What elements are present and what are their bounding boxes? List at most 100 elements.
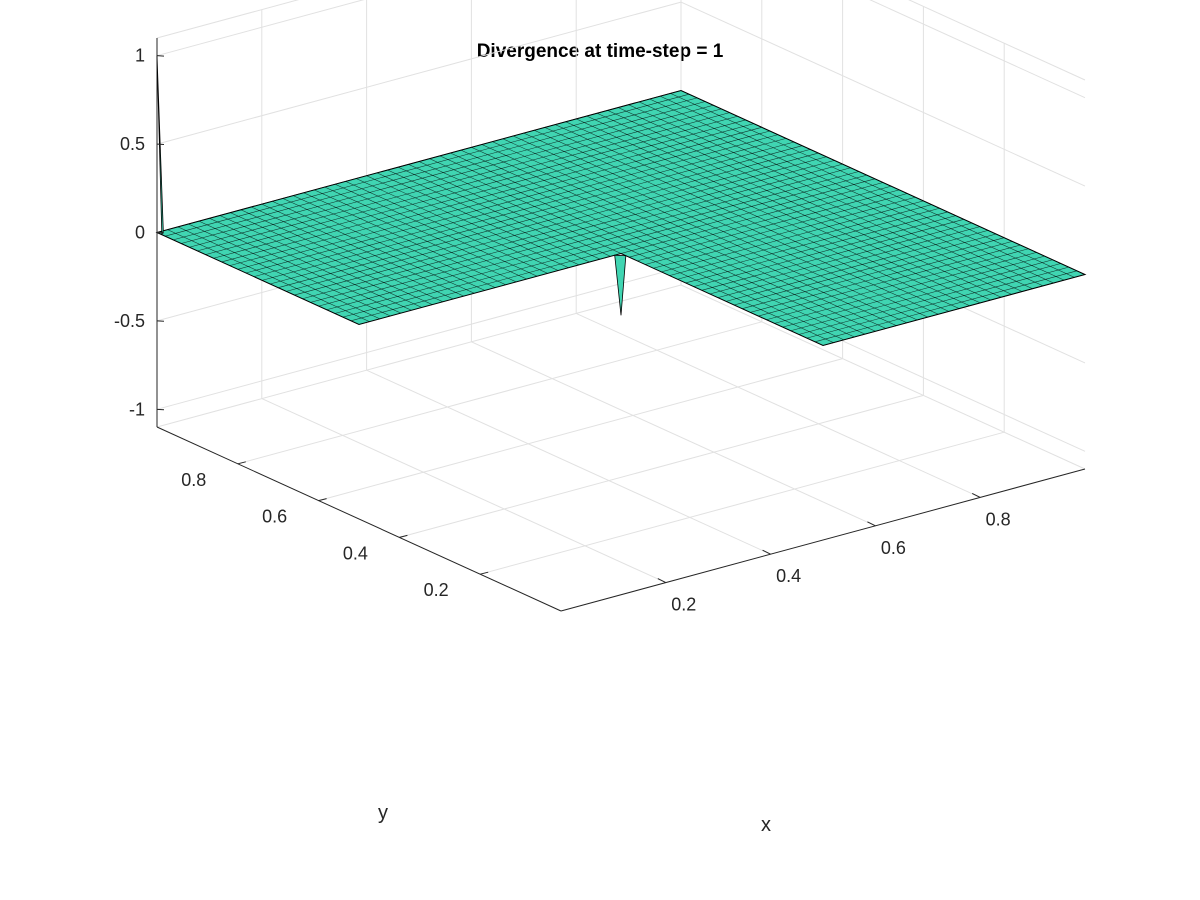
- mesh-line-x-6: [219, 215, 422, 308]
- mesh-line-y-22: [645, 193, 908, 265]
- mesh-line-x-28: [450, 152, 855, 338]
- mesh-line-x-36: [534, 130, 939, 315]
- z-tick-label--0.5: -0.5: [114, 311, 145, 331]
- mesh-line-y-49: [165, 93, 690, 237]
- mesh-line-y-34: [286, 149, 811, 292]
- grid-line-backx-z-0.5: [680, 1, 1086, 187]
- mesh-line-x-1: [167, 229, 370, 322]
- mesh-line-y-40: [237, 127, 762, 270]
- mesh-line-y-8: [758, 244, 1021, 317]
- mesh-line-y-24: [629, 185, 892, 258]
- grid-line-backx-z-1: [869, 0, 1086, 99]
- mesh-line-y-48: [173, 97, 698, 241]
- mesh-line-y-38: [253, 134, 779, 277]
- y-tick-label-0.2: 0.2: [424, 580, 449, 600]
- mesh-line-x-11: [272, 201, 475, 294]
- mesh-line-x-25: [418, 161, 622, 254]
- grid-line-floor-y-0.6: [318, 358, 843, 502]
- y-tick-mark-0.2: [480, 571, 489, 575]
- mesh-line-y-46: [189, 104, 714, 248]
- mesh-line-y-27: [342, 174, 867, 318]
- mesh-line-y-31: [310, 160, 835, 303]
- box-edge-top-y: [156, 0, 300, 39]
- mesh-line-x-48: [659, 95, 1065, 281]
- mesh-line-x-31: [481, 144, 886, 329]
- x-tick-label-0.4: 0.4: [776, 566, 801, 586]
- mesh-line-x-23: [397, 166, 601, 260]
- surface-layer: [155, 55, 1087, 347]
- mesh-line-y-30: [318, 163, 843, 307]
- mesh-line-x-17: [335, 183, 538, 277]
- mesh-line-x-41: [586, 115, 991, 301]
- grid-line-floor-x-0.6: [471, 341, 876, 527]
- mesh-line-y-14: [709, 222, 972, 295]
- mesh-line-x-38: [555, 124, 960, 309]
- mesh-line-x-2: [177, 226, 381, 320]
- mesh-line-y-5: [782, 255, 1045, 328]
- mesh-line-y-1: [814, 270, 1077, 343]
- x-axis-line: [560, 468, 1086, 612]
- mesh-line-y-20: [661, 200, 924, 273]
- mesh-line-y-25: [620, 182, 884, 254]
- y-tick-mark-0.8: [237, 461, 246, 465]
- mesh-line-y-15: [701, 219, 964, 291]
- mesh-line-y-28: [334, 171, 859, 314]
- mesh-line-y-11: [734, 233, 997, 306]
- x-tick-mark-0.2: [657, 578, 667, 584]
- mesh-line-y-18: [677, 207, 940, 280]
- x-tick-label-0.8: 0.8: [986, 509, 1011, 529]
- mesh-line-y-7: [766, 248, 1029, 321]
- mesh-line-y-35: [278, 145, 803, 288]
- mesh-line-x-4: [198, 220, 402, 314]
- grid-line-floor-x-0.2: [261, 398, 667, 584]
- mesh-line-x-14: [303, 192, 506, 285]
- surface-outline: [155, 89, 1087, 347]
- y-axis-line: [156, 426, 562, 612]
- mesh-line-x-27: [439, 155, 845, 341]
- x-tick-label-0.2: 0.2: [671, 595, 696, 615]
- mesh-line-x-8: [240, 209, 443, 303]
- mesh-line-y-4: [790, 259, 1053, 332]
- mesh-line-x-22: [387, 169, 590, 263]
- mesh-line-x-3: [188, 223, 391, 317]
- mesh-line-y-37: [261, 138, 787, 281]
- y-tick-label-0.4: 0.4: [343, 543, 368, 563]
- mesh-line-y-2: [806, 266, 1069, 339]
- mesh-line-y-39: [245, 130, 770, 274]
- x-tick-label-0.6: 0.6: [881, 538, 906, 558]
- mesh-line-x-19: [356, 178, 559, 271]
- grid-line-backy-z-0.5: [156, 1, 682, 145]
- mesh-line-x-16: [324, 186, 527, 280]
- mesh-line-x-45: [628, 104, 1033, 289]
- mesh-line-x-26: [429, 158, 834, 343]
- mesh-line-x-33: [502, 138, 907, 324]
- mesh-line-x-42: [597, 112, 1002, 298]
- mesh-line-y-42: [221, 119, 746, 263]
- mesh-line-y-13: [717, 226, 981, 298]
- mesh-line-y-23: [637, 189, 900, 262]
- box-edge-top-x: [908, 0, 1086, 81]
- grid-line-floor-x-0.4: [366, 369, 771, 555]
- mesh-line-y-12: [725, 230, 989, 302]
- y-axis-label: y: [378, 802, 388, 824]
- mesh-line-y-6: [774, 252, 1037, 324]
- mesh-line-x-29: [460, 149, 866, 335]
- mesh-line-x-12: [282, 198, 485, 291]
- mesh-line-x-49: [670, 93, 1075, 278]
- mesh-line-y-16: [693, 215, 956, 287]
- y-tick-label-0.6: 0.6: [262, 507, 287, 527]
- mesh-line-y-43: [213, 115, 738, 259]
- mesh-line-x-13: [293, 195, 496, 288]
- mesh-line-y-3: [798, 263, 1061, 335]
- mesh-line-x-15: [314, 189, 517, 283]
- mesh-line-y-10: [742, 237, 1005, 309]
- y-tick-mark-0.4: [399, 534, 408, 538]
- grid-line-floor-y-0.4: [399, 394, 924, 538]
- mesh-line-y-19: [669, 204, 932, 276]
- mesh-line-y-21: [653, 196, 916, 269]
- mesh-line-x-20: [366, 175, 569, 268]
- y-tick-label-0.8: 0.8: [181, 470, 206, 490]
- mesh-line-x-47: [649, 98, 1054, 284]
- mesh-line-x-39: [565, 121, 970, 306]
- mesh-line-x-24: [408, 164, 611, 257]
